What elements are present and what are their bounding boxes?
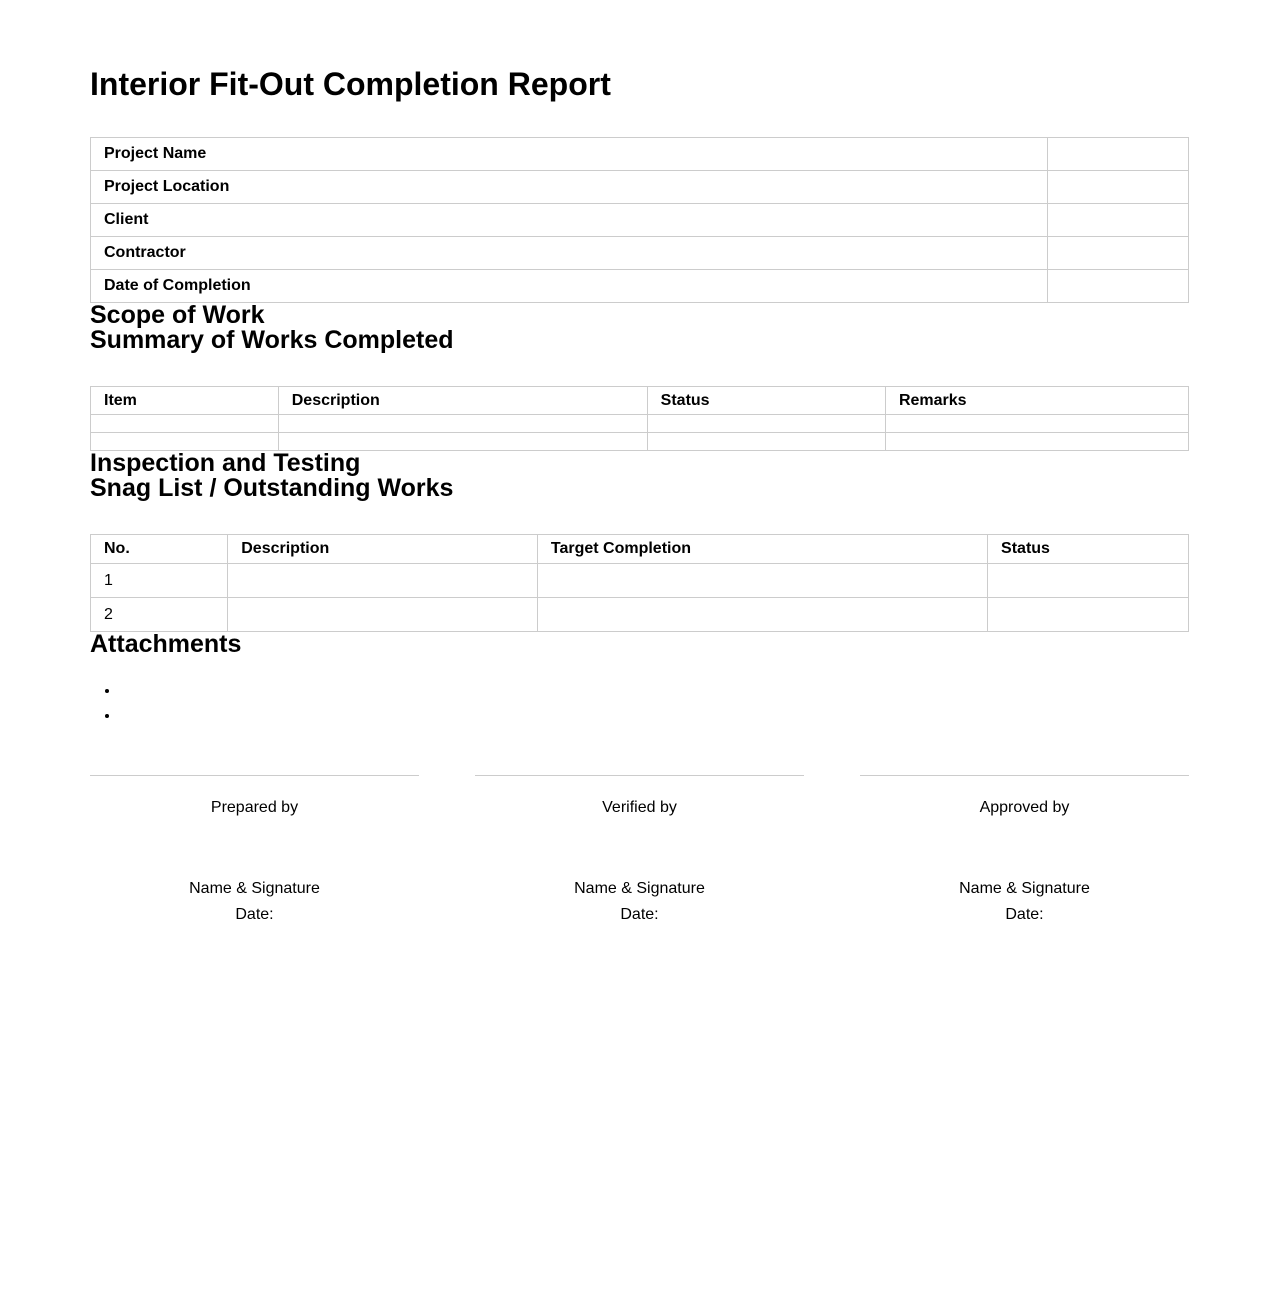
table-cell bbox=[277, 432, 648, 451]
signature-name-label: Name & Signature bbox=[959, 880, 1090, 897]
snag-row-number: 2 bbox=[89, 597, 229, 632]
client-value bbox=[1047, 203, 1189, 237]
signature-name-label: Name & Signature bbox=[574, 880, 705, 897]
table-cell bbox=[90, 414, 279, 433]
snag-list-heading: Snag List / Outstanding Works bbox=[90, 474, 454, 502]
table-row: Project Name bbox=[89, 137, 1189, 171]
signature-role-label: Prepared by bbox=[210, 799, 299, 816]
table-row: 2 bbox=[89, 597, 1189, 632]
table-row bbox=[90, 432, 1190, 451]
project-location-value bbox=[1047, 170, 1189, 204]
inspection-and-testing-heading: Inspection and Testing bbox=[90, 449, 361, 477]
summary-of-works-table: Item Description Status Remarks bbox=[90, 386, 1190, 451]
summary-header-description: Description bbox=[277, 386, 648, 415]
table-header-row: Item Description Status Remarks bbox=[90, 386, 1190, 415]
summary-of-works-heading: Summary of Works Completed bbox=[90, 326, 454, 354]
list-item bbox=[120, 678, 1189, 703]
date-of-completion-label: Date of Completion bbox=[89, 269, 1049, 303]
summary-header-item: Item bbox=[90, 386, 279, 415]
signature-block-prepared: Prepared by Name & Signature Date: bbox=[90, 775, 419, 928]
signature-block-verified: Verified by Name & Signature Date: bbox=[475, 775, 804, 928]
table-row: Date of Completion bbox=[89, 269, 1189, 303]
snag-header-description: Description bbox=[227, 534, 538, 564]
table-cell bbox=[536, 597, 989, 632]
list-item bbox=[120, 703, 1189, 728]
table-cell bbox=[277, 414, 648, 433]
signature-name-label: Name & Signature bbox=[189, 880, 320, 897]
project-info-table: Project Name Project Location Client Con… bbox=[89, 137, 1189, 303]
table-row: Project Location bbox=[89, 170, 1189, 204]
signature-date-label: Date: bbox=[620, 906, 659, 923]
table-cell bbox=[884, 432, 1190, 451]
summary-header-status: Status bbox=[646, 386, 886, 415]
table-cell bbox=[987, 563, 1189, 598]
table-cell bbox=[90, 432, 279, 451]
snag-header-status: Status bbox=[987, 534, 1189, 564]
table-cell bbox=[227, 597, 538, 632]
signature-date-label: Date: bbox=[235, 906, 274, 923]
summary-header-remarks: Remarks bbox=[884, 386, 1190, 415]
page-title: Interior Fit-Out Completion Report bbox=[90, 66, 611, 102]
table-row: 1 bbox=[89, 563, 1189, 598]
signature-date-label: Date: bbox=[1005, 906, 1044, 923]
project-name-value bbox=[1047, 137, 1189, 171]
table-row: Client bbox=[89, 203, 1189, 237]
table-header-row: No. Description Target Completion Status bbox=[89, 534, 1189, 564]
table-cell bbox=[646, 432, 886, 451]
signature-block-approved: Approved by Name & Signature Date: bbox=[860, 775, 1189, 928]
table-cell bbox=[536, 563, 989, 598]
signature-role-label: Approved by bbox=[979, 799, 1070, 816]
snag-header-no: No. bbox=[89, 534, 229, 564]
report-page: Interior Fit-Out Completion Report Proje… bbox=[0, 0, 1278, 928]
project-name-label: Project Name bbox=[89, 137, 1049, 171]
date-of-completion-value bbox=[1047, 269, 1189, 303]
table-row: Contractor bbox=[89, 236, 1189, 270]
table-cell bbox=[227, 563, 538, 598]
table-cell bbox=[884, 414, 1190, 433]
table-cell bbox=[646, 414, 886, 433]
signature-section: Prepared by Name & Signature Date: Verif… bbox=[90, 775, 1189, 928]
attachments-list bbox=[90, 678, 1189, 728]
contractor-value bbox=[1047, 236, 1189, 270]
contractor-label: Contractor bbox=[89, 236, 1049, 270]
attachments-heading: Attachments bbox=[90, 630, 242, 658]
scope-of-work-heading: Scope of Work bbox=[90, 301, 265, 329]
snag-row-number: 1 bbox=[89, 563, 229, 598]
snag-header-target-completion: Target Completion bbox=[536, 534, 989, 564]
table-row bbox=[90, 414, 1190, 433]
client-label: Client bbox=[89, 203, 1049, 237]
table-cell bbox=[987, 597, 1189, 632]
snag-list-table: No. Description Target Completion Status… bbox=[89, 534, 1189, 632]
signature-role-label: Verified by bbox=[602, 799, 677, 816]
project-location-label: Project Location bbox=[89, 170, 1049, 204]
